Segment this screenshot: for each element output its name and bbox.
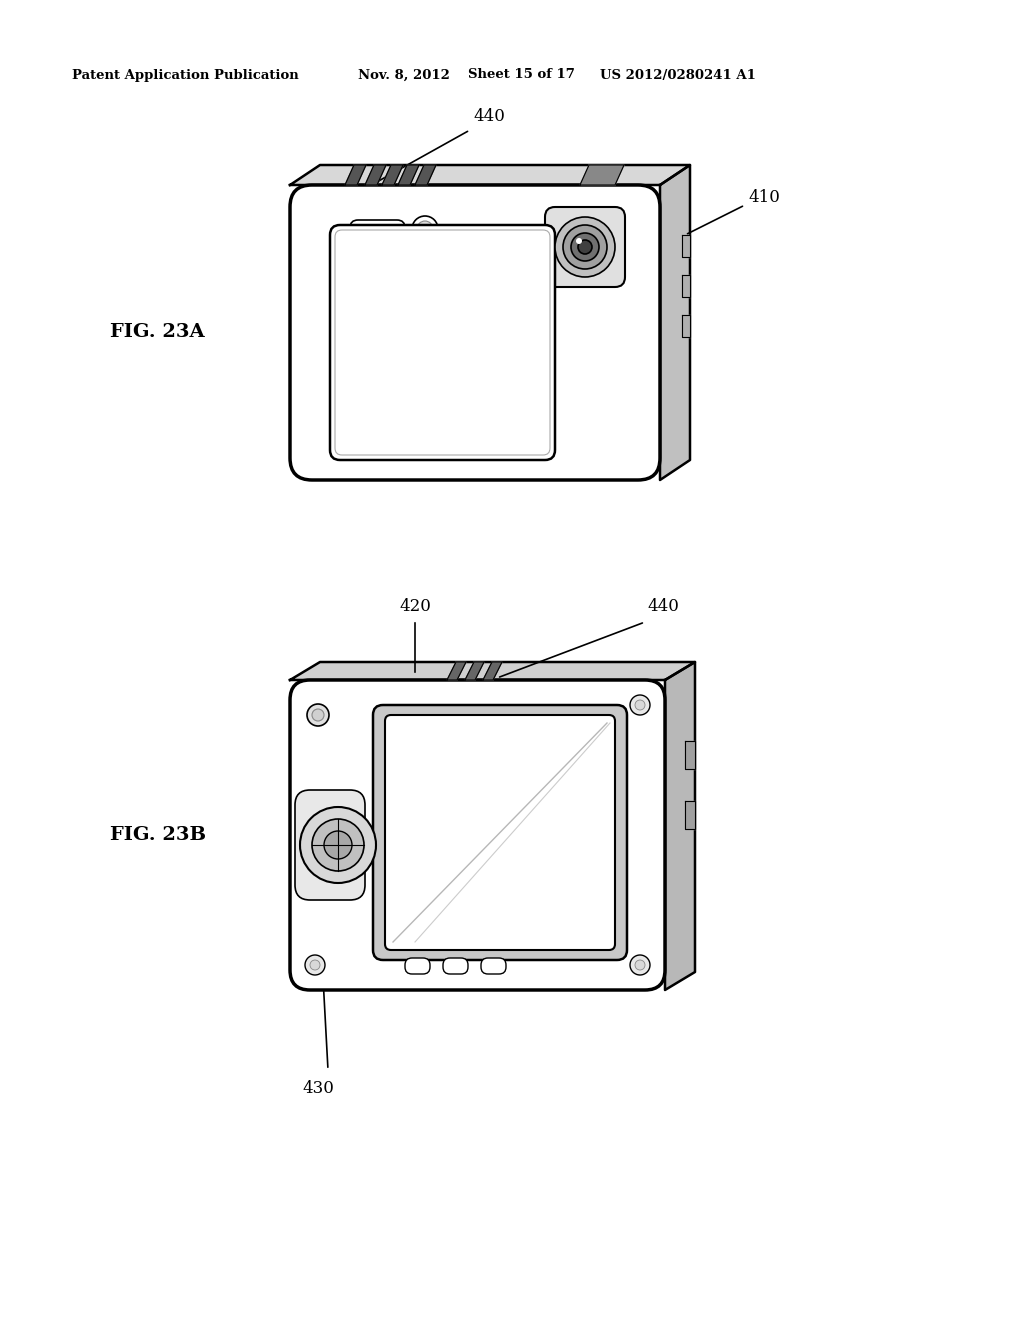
Circle shape bbox=[630, 696, 650, 715]
Circle shape bbox=[310, 960, 319, 970]
FancyBboxPatch shape bbox=[545, 207, 625, 286]
Polygon shape bbox=[382, 165, 403, 185]
Circle shape bbox=[307, 704, 329, 726]
Circle shape bbox=[635, 960, 645, 970]
FancyBboxPatch shape bbox=[330, 224, 555, 459]
Text: Patent Application Publication: Patent Application Publication bbox=[72, 69, 299, 82]
Circle shape bbox=[305, 954, 325, 975]
Polygon shape bbox=[682, 315, 690, 337]
Polygon shape bbox=[685, 741, 695, 770]
Polygon shape bbox=[685, 801, 695, 829]
Text: 440: 440 bbox=[473, 108, 505, 125]
Polygon shape bbox=[465, 663, 484, 680]
FancyBboxPatch shape bbox=[295, 789, 365, 900]
Text: Nov. 8, 2012: Nov. 8, 2012 bbox=[358, 69, 450, 82]
FancyBboxPatch shape bbox=[443, 958, 468, 974]
Circle shape bbox=[300, 807, 376, 883]
FancyBboxPatch shape bbox=[290, 185, 660, 480]
Circle shape bbox=[635, 700, 645, 710]
Circle shape bbox=[417, 220, 433, 238]
Circle shape bbox=[412, 216, 438, 242]
Text: FIG. 23A: FIG. 23A bbox=[110, 323, 205, 341]
Text: 440: 440 bbox=[647, 598, 679, 615]
FancyBboxPatch shape bbox=[406, 958, 430, 974]
Text: 420: 420 bbox=[399, 598, 431, 615]
Circle shape bbox=[312, 818, 364, 871]
Text: US 2012/0280241 A1: US 2012/0280241 A1 bbox=[600, 69, 756, 82]
Polygon shape bbox=[398, 165, 419, 185]
Polygon shape bbox=[415, 165, 436, 185]
Polygon shape bbox=[682, 235, 690, 257]
FancyBboxPatch shape bbox=[290, 680, 665, 990]
Circle shape bbox=[575, 238, 582, 244]
Polygon shape bbox=[483, 663, 502, 680]
Polygon shape bbox=[580, 165, 624, 185]
Circle shape bbox=[312, 709, 324, 721]
Polygon shape bbox=[290, 663, 695, 680]
FancyBboxPatch shape bbox=[335, 230, 550, 455]
Polygon shape bbox=[365, 165, 386, 185]
Circle shape bbox=[324, 832, 352, 859]
Circle shape bbox=[555, 216, 615, 277]
FancyBboxPatch shape bbox=[481, 958, 506, 974]
Circle shape bbox=[571, 234, 599, 261]
FancyBboxPatch shape bbox=[385, 715, 615, 950]
Circle shape bbox=[563, 224, 607, 269]
Polygon shape bbox=[660, 165, 690, 480]
Circle shape bbox=[578, 240, 592, 253]
Polygon shape bbox=[290, 165, 690, 185]
Text: 410: 410 bbox=[748, 189, 780, 206]
Polygon shape bbox=[665, 663, 695, 990]
Polygon shape bbox=[345, 165, 366, 185]
Circle shape bbox=[630, 954, 650, 975]
Polygon shape bbox=[447, 663, 466, 680]
Text: Sheet 15 of 17: Sheet 15 of 17 bbox=[468, 69, 574, 82]
FancyBboxPatch shape bbox=[350, 220, 406, 238]
Text: FIG. 23B: FIG. 23B bbox=[110, 826, 206, 843]
Text: 430: 430 bbox=[302, 1080, 334, 1097]
Polygon shape bbox=[682, 275, 690, 297]
FancyBboxPatch shape bbox=[373, 705, 627, 960]
